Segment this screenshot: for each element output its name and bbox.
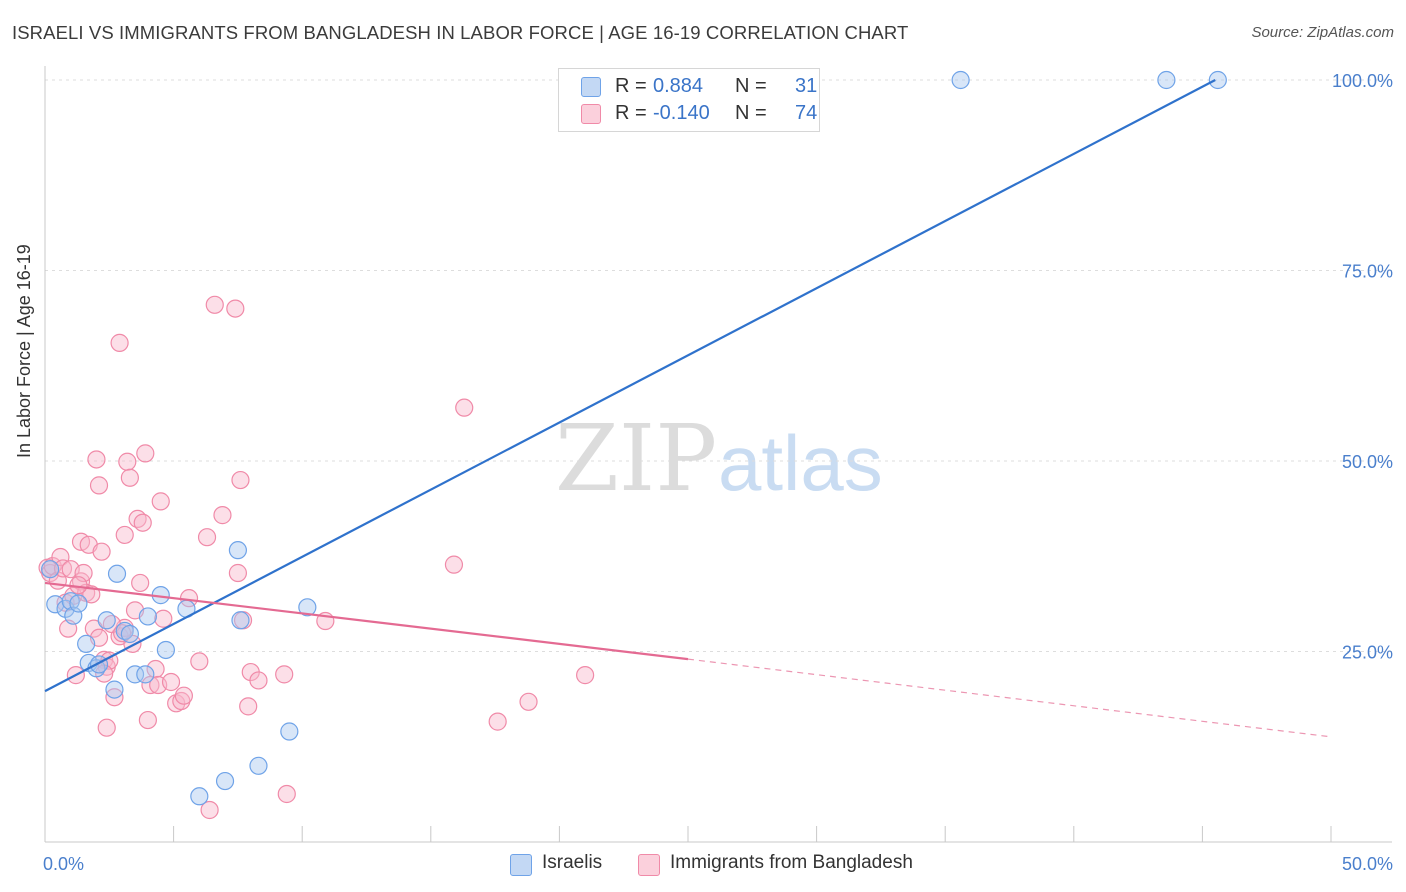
israelis-point bbox=[1157, 70, 1176, 90]
bangladesh-swatch bbox=[581, 104, 601, 124]
bangladesh-point bbox=[519, 692, 538, 711]
x-tick-label: 0.0% bbox=[43, 854, 84, 874]
bangladesh-point bbox=[213, 506, 232, 525]
israelis-point bbox=[41, 560, 60, 579]
watermark-zip: ZIP bbox=[555, 405, 717, 512]
r-label: R = bbox=[615, 102, 647, 124]
bangladesh-point bbox=[228, 563, 247, 583]
y-tick-label: 50.0% bbox=[1342, 452, 1393, 472]
bangladesh-point bbox=[190, 652, 209, 671]
israelis-point bbox=[107, 564, 127, 583]
bangladesh-point bbox=[84, 619, 103, 638]
bangladesh-point bbox=[87, 450, 106, 469]
israelis-point bbox=[280, 722, 299, 741]
israelis-swatch bbox=[581, 77, 601, 97]
bangladesh-point bbox=[53, 559, 73, 578]
israelis-point bbox=[138, 607, 157, 626]
bangladesh-point bbox=[97, 718, 116, 737]
bangladesh-point bbox=[226, 299, 245, 318]
chart-source: Source: ZipAtlas.com bbox=[1251, 24, 1394, 41]
bangladesh-point bbox=[249, 671, 268, 690]
stats-legend: R = 0.884 N = 31 R = -0.140 N = 74 bbox=[558, 68, 820, 132]
israelis-point bbox=[97, 611, 116, 630]
r-label: R = bbox=[615, 75, 647, 97]
bangladesh-point bbox=[174, 686, 193, 705]
bangladesh-point bbox=[151, 492, 170, 511]
israelis-point bbox=[190, 787, 209, 806]
israelis-point bbox=[46, 595, 65, 614]
bangladesh-trendline bbox=[44, 581, 689, 661]
n-value: 31 bbox=[795, 75, 818, 97]
y-tick-label: 100.0% bbox=[1332, 71, 1393, 91]
israelis-point bbox=[298, 598, 317, 617]
israelis-point bbox=[228, 541, 247, 560]
israelis-point bbox=[115, 621, 134, 641]
israelis-point bbox=[136, 665, 155, 684]
bangladesh-point bbox=[92, 542, 111, 561]
bangladesh-point bbox=[110, 333, 129, 352]
israelis-point bbox=[231, 611, 250, 630]
bangladesh-point bbox=[275, 665, 294, 684]
bangladesh-point bbox=[200, 800, 219, 820]
bangladesh-point bbox=[133, 513, 152, 532]
bangladesh-point bbox=[239, 697, 258, 716]
bangladesh-point bbox=[488, 712, 507, 731]
israelis-point bbox=[69, 594, 88, 613]
israelis-point bbox=[89, 655, 109, 674]
legend-label-bangladesh: Immigrants from Bangladesh bbox=[670, 852, 913, 873]
israelis-legend-swatch bbox=[510, 854, 532, 876]
israelis-point bbox=[77, 634, 96, 653]
bangladesh-point bbox=[576, 666, 595, 685]
n-value: 74 bbox=[795, 102, 818, 124]
chart-title: ISRAELI VS IMMIGRANTS FROM BANGLADESH IN… bbox=[12, 22, 909, 43]
israelis-point bbox=[249, 756, 268, 775]
israelis-point bbox=[105, 680, 124, 699]
bangladesh-point bbox=[113, 624, 132, 643]
bangladesh-point bbox=[115, 525, 134, 545]
bangladesh-point bbox=[120, 468, 139, 487]
bangladesh-point bbox=[231, 470, 250, 490]
y-tick-label: 75.0% bbox=[1342, 262, 1393, 282]
legend-label-israelis: Israelis bbox=[542, 852, 603, 873]
bangladesh-point bbox=[131, 573, 150, 593]
bangladesh-point bbox=[444, 555, 464, 574]
bangladesh-trendline-extension bbox=[687, 658, 1332, 738]
israelis-point bbox=[215, 771, 235, 791]
bangladesh-point bbox=[118, 452, 137, 471]
n-label: N = bbox=[735, 102, 767, 124]
bangladesh-point bbox=[277, 784, 296, 804]
bangladesh-point bbox=[82, 585, 101, 604]
bangladesh-point bbox=[105, 688, 124, 707]
israelis-point bbox=[156, 640, 175, 660]
israelis-point bbox=[120, 624, 139, 644]
y-axis-label: In Labor Force | Age 16-19 bbox=[14, 244, 34, 458]
n-label: N = bbox=[735, 75, 767, 97]
bangladesh-point bbox=[138, 710, 157, 730]
bangladesh-point bbox=[205, 295, 224, 314]
bangladesh-point bbox=[51, 547, 70, 567]
bangladesh-legend-swatch bbox=[638, 854, 660, 876]
r-value: 0.884 bbox=[653, 75, 704, 97]
israelis-trendline bbox=[44, 79, 1216, 693]
bangladesh-point bbox=[154, 609, 173, 628]
bangladesh-point bbox=[89, 476, 109, 495]
israelis-point bbox=[125, 665, 145, 684]
bangladesh-point bbox=[161, 672, 181, 692]
series-legend: Israelis Immigrants from Bangladesh bbox=[0, 852, 1406, 878]
bangladesh-point bbox=[455, 398, 474, 417]
y-tick-label: 25.0% bbox=[1342, 643, 1393, 663]
r-value: -0.140 bbox=[653, 102, 710, 124]
bangladesh-point bbox=[136, 444, 155, 463]
israelis-point bbox=[951, 70, 970, 90]
bangladesh-point bbox=[197, 528, 217, 547]
x-tick-label: 50.0% bbox=[1342, 854, 1393, 874]
watermark-atlas: atlas bbox=[718, 419, 883, 507]
israelis-point bbox=[1208, 70, 1227, 90]
